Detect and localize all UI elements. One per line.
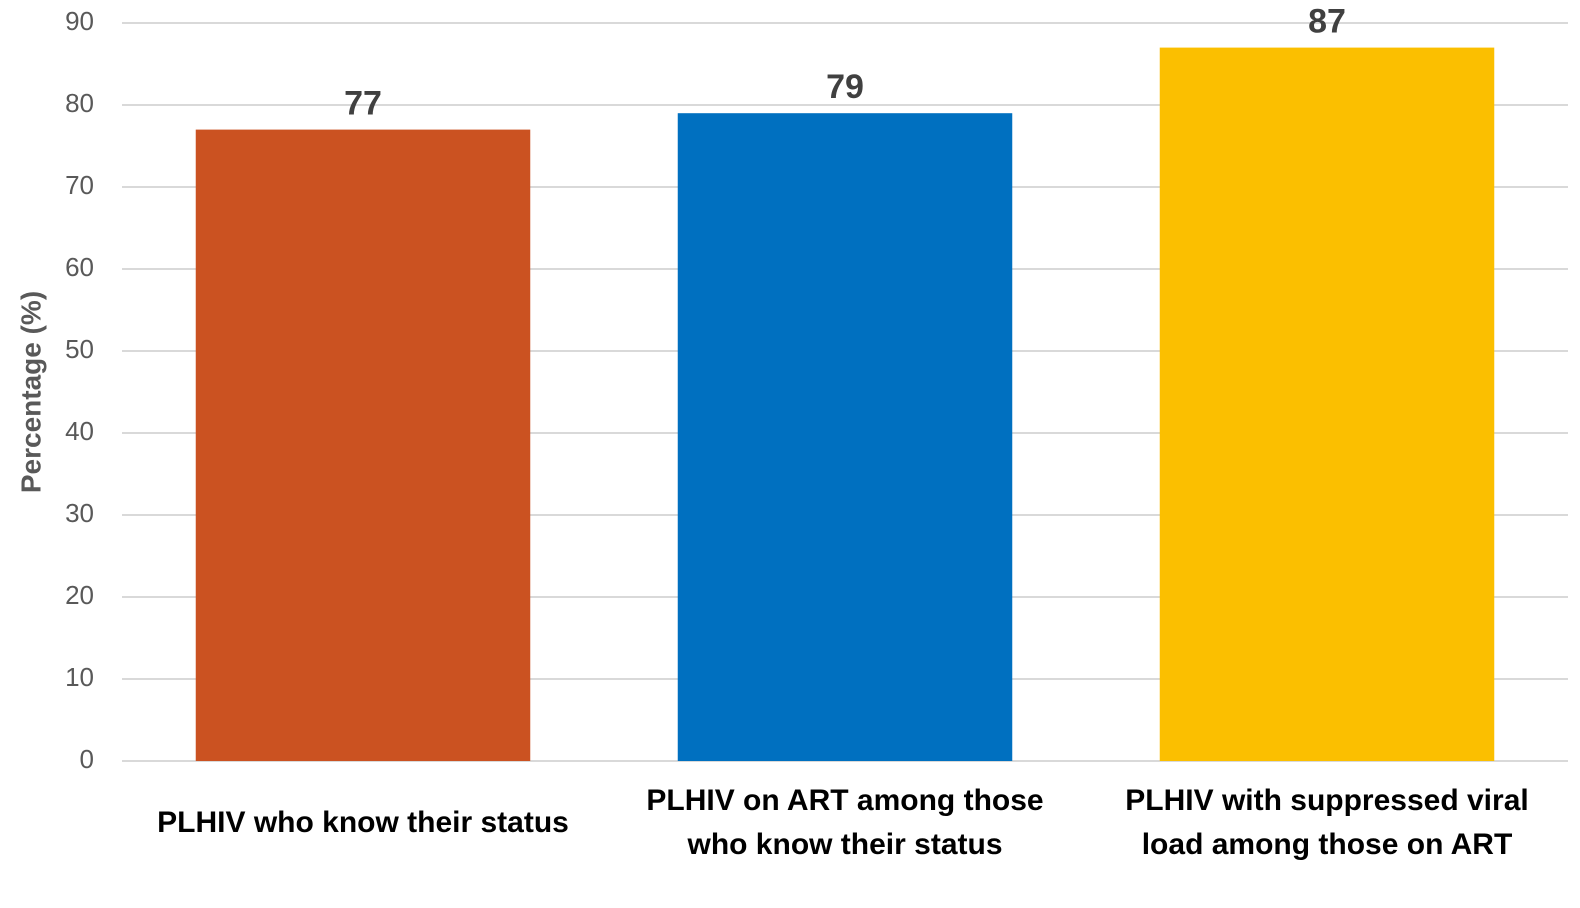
data-label: 87 <box>1308 3 1346 41</box>
bar <box>677 113 1013 761</box>
bar <box>195 129 531 762</box>
y-tick-label: 0 <box>80 744 94 774</box>
y-tick-label: 50 <box>65 334 94 364</box>
data-label: 79 <box>826 68 864 106</box>
data-label: 77 <box>344 85 382 123</box>
x-tick-label: PLHIV on ART among those who know their … <box>646 784 1044 861</box>
y-tick-label: 40 <box>65 416 94 446</box>
y-tick-label: 90 <box>65 6 94 36</box>
y-tick-label: 30 <box>65 498 94 528</box>
y-tick-label: 20 <box>65 580 94 610</box>
y-axis-label: Percentage (%) <box>15 291 46 493</box>
x-tick-label: PLHIV with suppressed viral load among t… <box>1125 784 1529 861</box>
bar <box>1159 47 1495 762</box>
y-tick-label: 80 <box>65 88 94 118</box>
y-tick-label: 70 <box>65 170 94 200</box>
x-tick-label: PLHIV who know their status <box>157 806 569 839</box>
y-tick-label: 10 <box>65 662 94 692</box>
y-tick-label: 60 <box>65 252 94 282</box>
